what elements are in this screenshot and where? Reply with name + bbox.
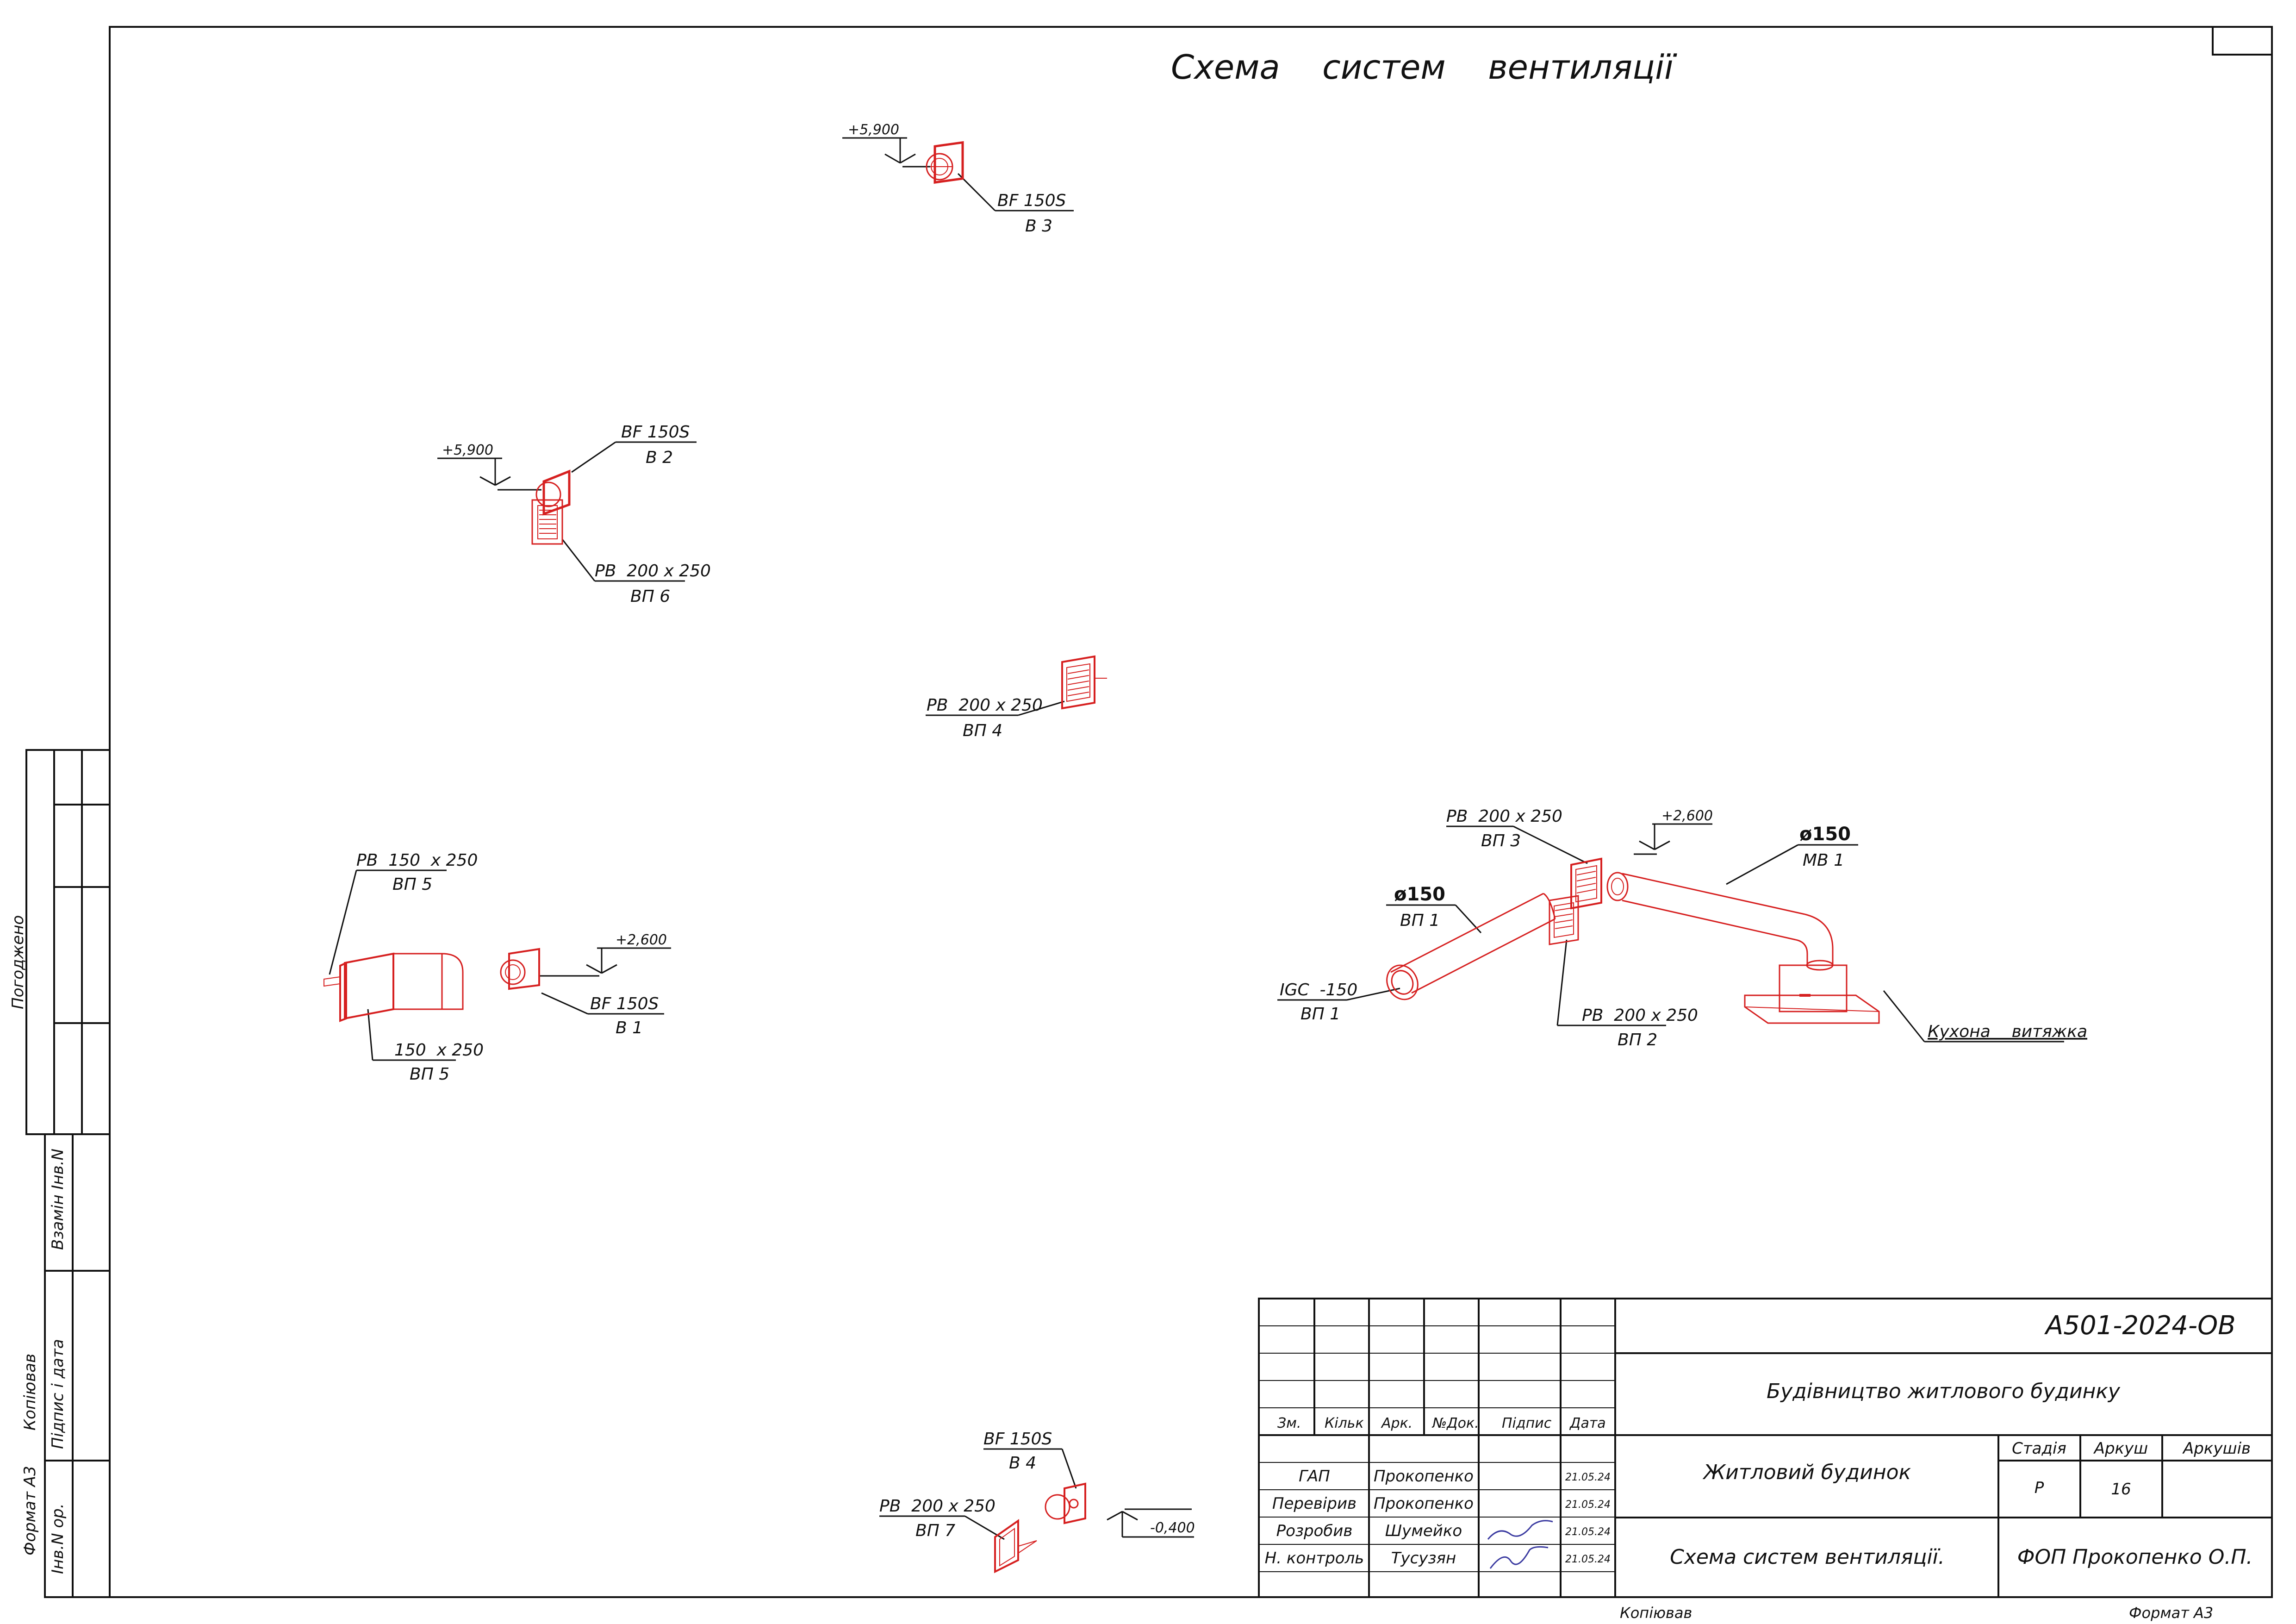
fan-b4-grille-vp7: BF 150S В 4 -0,400 РВ 200 х 250 ВП 7: [879, 1430, 1195, 1574]
stage-value: Р: [2035, 1479, 2044, 1497]
project-name: Будівництво житлового будинку: [1767, 1380, 2121, 1403]
label-vp1-top: ø150: [1394, 884, 1445, 905]
col-ndok: №Док.: [1431, 1415, 1479, 1431]
elev-b1: +2,600: [616, 932, 667, 948]
title-block: Зм. Кільк Арк. №Док. Підпис Дата ГАП Пер…: [1258, 1298, 2273, 1598]
label-igc-top: IGC -150: [1280, 981, 1357, 999]
stamp-agreed: Погоджено: [9, 915, 27, 1009]
stamp-copied: Копіював: [21, 1354, 39, 1430]
staff-date-1: 21.05.24: [1565, 1499, 1611, 1511]
stamp-inv-orig: Інв.N ор.: [49, 1503, 67, 1574]
stamp-sign-date: Підпис і дата: [49, 1339, 67, 1449]
label-vp4-bottom: ВП 4: [963, 721, 1002, 740]
staff-name-2: Шумейко: [1385, 1522, 1462, 1540]
footer-copied: Копіював: [1620, 1604, 1692, 1622]
col-data: Дата: [1569, 1415, 1606, 1431]
label-b2-bottom: В 2: [646, 448, 673, 467]
label-b4-top: BF 150S: [983, 1430, 1052, 1449]
staff-role-3: Н. контроль: [1265, 1549, 1364, 1568]
label-kitchen-hood: Кухона витяжка: [1928, 1022, 2087, 1041]
signature-marks: [1487, 1520, 1553, 1569]
label-vp2-bottom: ВП 2: [1618, 1031, 1657, 1049]
label-vp1-bottom: ВП 1: [1400, 911, 1440, 930]
stamp-format: Формат А3: [21, 1466, 39, 1555]
staff-name-3: Тусузян: [1391, 1549, 1456, 1568]
label-b1-bottom: В 1: [616, 1018, 643, 1037]
staff-date-3: 21.05.24: [1565, 1554, 1611, 1565]
label-vp5-bottom: ВП 5: [392, 875, 432, 894]
stage-label: Стадія: [2012, 1439, 2066, 1458]
system-mv1-vp1: РВ 200 х 250 ВП 3 +2,600 ø150 МВ 1 ø150 …: [1277, 807, 2087, 1049]
label-vp7-top: РВ 200 х 250: [879, 1497, 996, 1516]
staff-role-1: Перевірив: [1272, 1494, 1356, 1513]
staff-name-1: Прокопенко: [1374, 1494, 1474, 1513]
fan-b2: +5,900 BF 150S В 2 РВ 200 х 250 ВП 6: [437, 423, 711, 606]
sheet-value: 16: [2111, 1480, 2131, 1499]
label-mv1-bottom: МВ 1: [1803, 851, 1844, 870]
staff-role-2: Розробив: [1276, 1522, 1353, 1540]
col-kilk: Кільк: [1325, 1415, 1364, 1431]
col-pidpys: Підпис: [1502, 1415, 1552, 1431]
staff-date-0: 21.05.24: [1565, 1472, 1611, 1483]
doc-code: А501-2024-ОВ: [2044, 1311, 2236, 1341]
sheet-title: Схема систем вентиляції: [1171, 48, 1677, 87]
label-b4-bottom: В 4: [1009, 1454, 1036, 1473]
company-name: ФОП Прокопенко О.П.: [2017, 1545, 2253, 1569]
label-b3-top: BF 150S: [997, 191, 1066, 210]
label-vp6-bottom: ВП 6: [630, 587, 670, 606]
staff-date-2: 21.05.24: [1565, 1526, 1611, 1538]
label-duct-top: 150 х 250: [394, 1041, 484, 1060]
sheet-label: Аркуш: [2093, 1439, 2148, 1458]
label-vp5-top: РВ 150 х 250: [356, 851, 478, 870]
label-vp6-top: РВ 200 х 250: [595, 562, 711, 581]
label-b1-top: BF 150S: [590, 994, 659, 1013]
elev-b3: +5,900: [848, 122, 899, 138]
stamp-replaced-inv: Взамін Інв.N: [49, 1149, 67, 1250]
staff-name-0: Прокопенко: [1374, 1467, 1474, 1486]
label-vp7-bottom: ВП 7: [915, 1521, 955, 1540]
label-b3-bottom: В 3: [1025, 217, 1052, 236]
label-duct-bottom: ВП 5: [410, 1065, 449, 1084]
building-name: Житловий будинок: [1702, 1461, 1911, 1484]
label-vp3-bottom: ВП 3: [1481, 831, 1521, 850]
fan-b3: +5,900 BF 150S В 3: [842, 122, 1074, 236]
label-vp4-top: РВ 200 х 250: [927, 696, 1043, 715]
fan-b1: +2,600 BF 150S В 1: [500, 932, 671, 1037]
label-mv1-top: ø150: [1799, 824, 1851, 845]
elev-b2: +5,900: [442, 442, 493, 458]
sheet-name: Схема систем вентиляції.: [1670, 1545, 1945, 1569]
sheets-label: Аркушів: [2182, 1439, 2251, 1458]
footer-format: Формат А3: [2129, 1604, 2213, 1622]
col-zm: Зм.: [1277, 1415, 1301, 1431]
label-vp2-top: РВ 200 х 250: [1582, 1006, 1698, 1025]
label-b2-top: BF 150S: [621, 423, 690, 442]
col-ark: Арк.: [1381, 1415, 1412, 1431]
label-igc-bottom: ВП 1: [1300, 1005, 1340, 1024]
side-stamp: [25, 749, 111, 1598]
sheet-frame: [109, 26, 2273, 1598]
duct-vp5: РВ 150 х 250 ВП 5 150 х 250 ВП 5: [324, 851, 484, 1084]
elev-vp3: +2,600: [1661, 808, 1713, 824]
grille-vp4: РВ 200 х 250 ВП 4: [926, 655, 1107, 740]
elev-b4: -0,400: [1150, 1520, 1195, 1536]
label-vp3-top: РВ 200 х 250: [1446, 807, 1562, 826]
staff-role-0: ГАП: [1299, 1467, 1330, 1486]
